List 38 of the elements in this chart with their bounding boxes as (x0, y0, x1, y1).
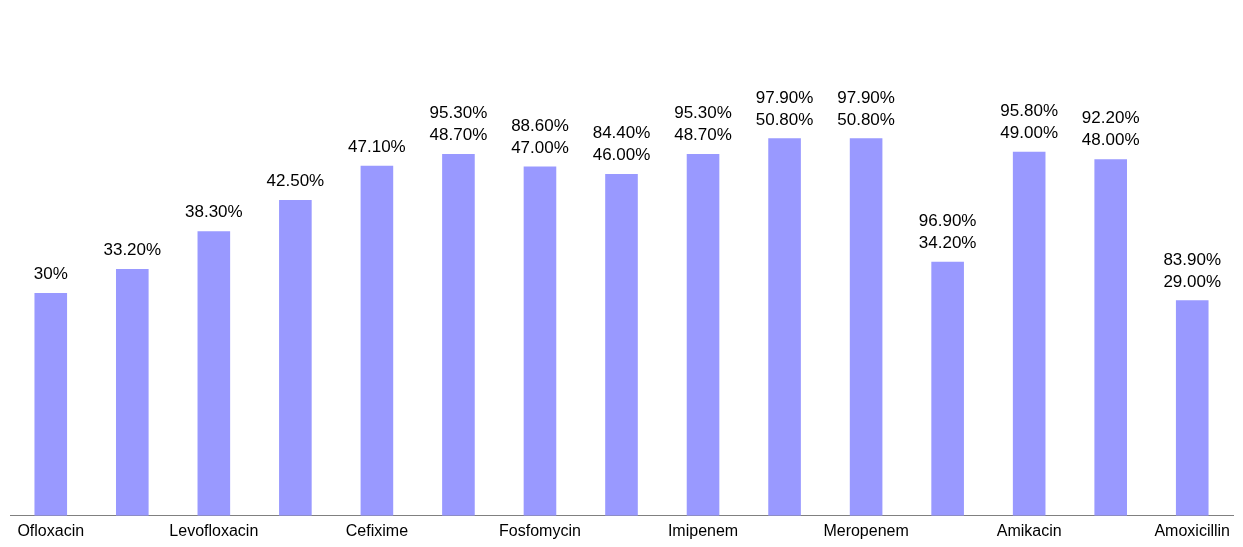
bar (197, 231, 231, 516)
x-tick-label: Ofloxacin (17, 521, 85, 539)
x-tick-label: Meropenem (823, 521, 909, 539)
x-tick-label: Levofloxacin (169, 521, 259, 539)
data-label: 33.20% (103, 240, 162, 260)
bar (523, 166, 557, 516)
data-label: 96.90% 34.20% (918, 210, 977, 252)
bar (1094, 159, 1128, 516)
x-tick-label: Fosfomycin (499, 521, 581, 539)
data-label: 38.30% (185, 202, 243, 222)
bar (1012, 151, 1046, 516)
x-tick-label: Cefixime (345, 521, 409, 539)
data-label: 88.60% 47.00% (511, 115, 569, 157)
bar (849, 138, 883, 516)
data-label: 42.50% (266, 171, 325, 191)
data-label: 95.30% 48.70% (429, 103, 488, 145)
bar (279, 200, 312, 516)
bar (1175, 300, 1209, 516)
bar (442, 153, 475, 516)
data-label: 47.10% (348, 137, 406, 157)
bar (360, 165, 394, 516)
x-tick-label: Amoxicillin (1154, 521, 1231, 539)
bar (34, 292, 68, 516)
data-label: 97.90% 50.80% (755, 87, 814, 129)
bar (768, 138, 801, 516)
bar (115, 269, 149, 516)
data-label: 92.20% 48.00% (1081, 108, 1140, 150)
bar (931, 261, 964, 516)
x-tick-label: Amikacin (996, 521, 1062, 539)
data-label: 30% (33, 264, 68, 284)
data-label: 95.80% 49.00% (1000, 100, 1058, 142)
bar (686, 153, 720, 516)
data-label: 83.90% 29.00% (1163, 249, 1222, 291)
data-label: 95.30% 48.70% (674, 103, 732, 145)
data-label: 97.90% 50.80% (837, 87, 895, 129)
bar (605, 174, 638, 516)
data-label: 84.40% 46.00% (592, 123, 651, 165)
x-tick-label: Imipenem (667, 521, 739, 539)
